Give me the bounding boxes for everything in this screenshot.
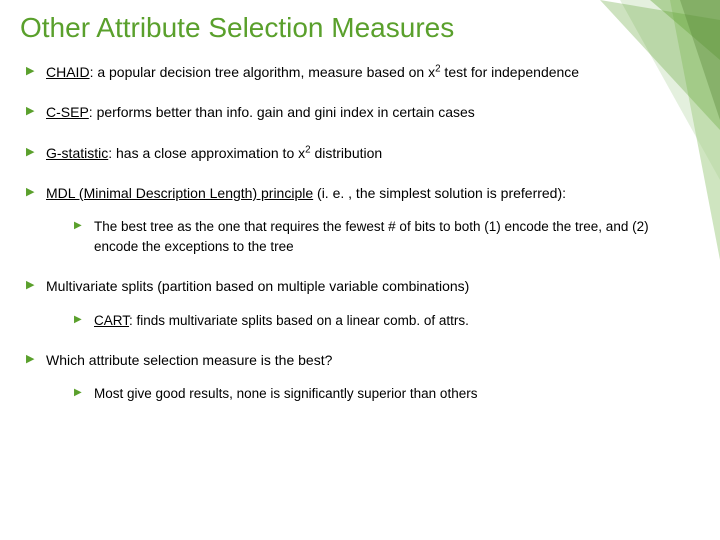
term: G-statistic (46, 145, 108, 161)
term: MDL (Minimal Description Length) princip… (46, 185, 313, 201)
text: Multivariate splits (partition based on … (46, 278, 469, 294)
slide-title: Other Attribute Selection Measures (20, 12, 692, 44)
term: CHAID (46, 64, 90, 80)
sub-list: Most give good results, none is signific… (46, 384, 692, 404)
text: test for independence (441, 64, 580, 80)
sub-list: CART: finds multivariate splits based on… (46, 311, 692, 331)
text: Which attribute selection measure is the… (46, 352, 332, 368)
term: C-SEP (46, 104, 89, 120)
text: (i. e. , the simplest solution is prefer… (313, 185, 566, 201)
bullet-multivariate: Multivariate splits (partition based on … (18, 276, 692, 330)
bullet-gstat: G-statistic: has a close approximation t… (18, 143, 692, 163)
term: CART (94, 313, 129, 328)
slide-container: Other Attribute Selection Measures CHAID… (0, 0, 720, 540)
sub-bullet: Most give good results, none is signific… (64, 384, 692, 404)
bullet-list: CHAID: a popular decision tree algorithm… (18, 62, 692, 404)
text: Most give good results, none is signific… (94, 386, 477, 401)
text: : finds multivariate splits based on a l… (129, 313, 469, 328)
sub-list: The best tree as the one that requires t… (46, 217, 692, 256)
text: : a popular decision tree algorithm, mea… (90, 64, 436, 80)
bullet-chaid: CHAID: a popular decision tree algorithm… (18, 62, 692, 82)
bullet-csep: C-SEP: performs better than info. gain a… (18, 102, 692, 122)
sub-bullet: CART: finds multivariate splits based on… (64, 311, 692, 331)
text: distribution (311, 145, 383, 161)
bullet-mdl: MDL (Minimal Description Length) princip… (18, 183, 692, 256)
text: The best tree as the one that requires t… (94, 219, 649, 254)
text: : has a close approximation to x (108, 145, 305, 161)
bullet-which-best: Which attribute selection measure is the… (18, 350, 692, 404)
text: : performs better than info. gain and gi… (89, 104, 475, 120)
sub-bullet: The best tree as the one that requires t… (64, 217, 692, 256)
